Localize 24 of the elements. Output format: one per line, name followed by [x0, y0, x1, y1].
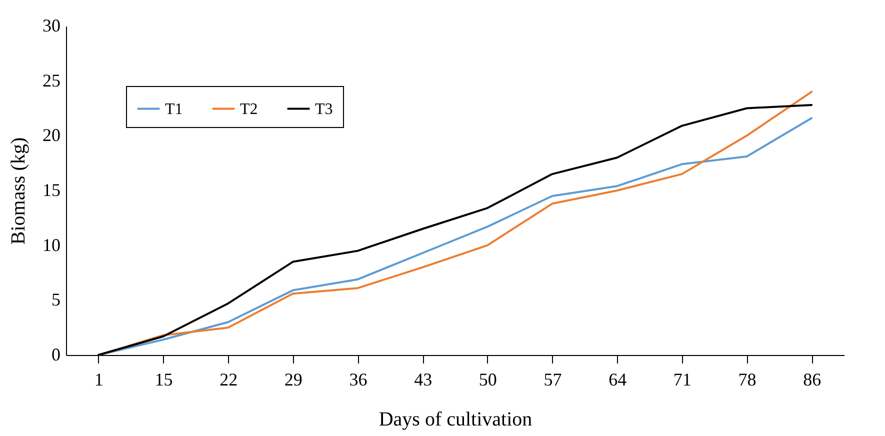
- x-tick-label: 29: [284, 370, 302, 390]
- x-tick-label: 15: [154, 370, 173, 390]
- x-tick-label: 36: [349, 370, 368, 390]
- legend-label: T3: [315, 100, 333, 118]
- x-tick-label: 50: [478, 370, 497, 390]
- x-axis-title: Days of cultivation: [378, 408, 532, 430]
- y-tick-label: 15: [42, 180, 60, 200]
- y-axis-title: Biomass (kg): [8, 137, 30, 245]
- y-tick-label: 25: [42, 70, 60, 90]
- x-tick-label: 71: [673, 370, 692, 390]
- x-tick-label: 57: [544, 370, 562, 390]
- x-tick-label: 64: [608, 370, 627, 390]
- x-tick-label: 22: [220, 370, 238, 390]
- y-tick-label: 0: [52, 344, 60, 364]
- legend-label: T1: [165, 100, 183, 118]
- y-tick-label: 5: [52, 290, 60, 310]
- legend-label: T2: [240, 100, 258, 118]
- y-tick-label: 20: [42, 125, 60, 146]
- x-tick-label: 78: [738, 370, 756, 390]
- x-tick-label: 43: [414, 370, 432, 390]
- y-tick-label: 30: [42, 16, 60, 36]
- x-tick-label: 86: [803, 370, 822, 390]
- y-tick-label: 10: [42, 234, 60, 255]
- x-tick-label: 1: [94, 370, 104, 390]
